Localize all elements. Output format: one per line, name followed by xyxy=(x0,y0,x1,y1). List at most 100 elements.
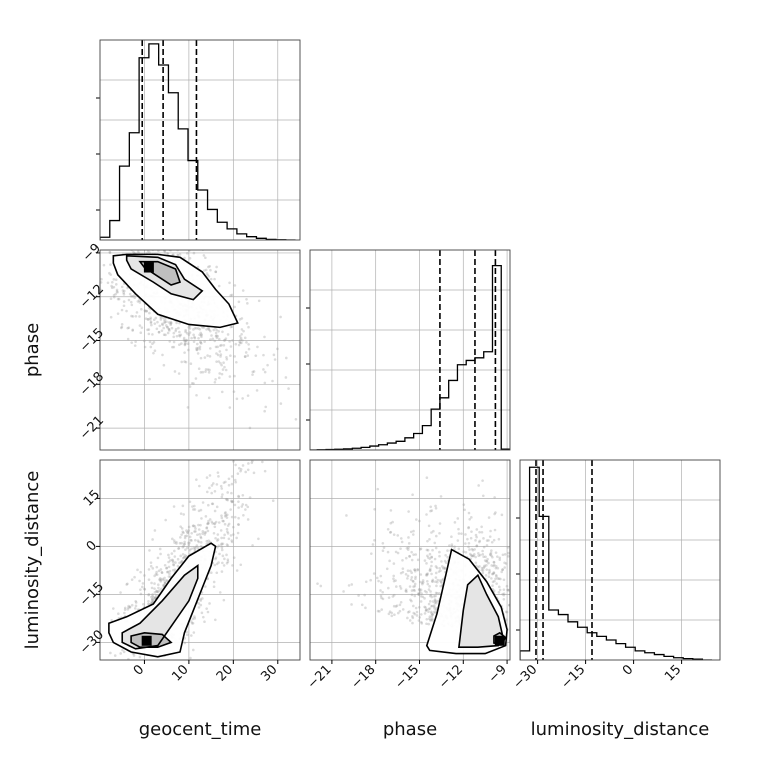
sample-point xyxy=(207,521,210,525)
sample-point xyxy=(188,331,192,334)
sample-point xyxy=(192,328,195,331)
sample-point xyxy=(411,493,414,497)
sample-point xyxy=(160,246,163,249)
sample-point xyxy=(199,356,203,360)
sample-point xyxy=(189,656,192,660)
sample-point xyxy=(414,575,417,579)
sample-point xyxy=(426,554,429,558)
sample-point xyxy=(215,336,219,340)
sample-point xyxy=(163,581,167,584)
sample-point xyxy=(433,541,437,545)
sample-point xyxy=(507,603,510,607)
sample-point xyxy=(142,602,145,606)
sample-point xyxy=(215,483,219,486)
sample-point xyxy=(209,571,213,575)
sample-point xyxy=(263,370,267,374)
sample-point xyxy=(114,283,118,286)
sample-point xyxy=(149,321,153,325)
sample-point xyxy=(410,593,414,597)
sample-point xyxy=(128,605,132,609)
x-tick-label: −12 xyxy=(436,662,466,692)
sample-point xyxy=(183,536,187,540)
sample-point xyxy=(211,337,215,341)
sample-point xyxy=(411,579,415,583)
sample-point xyxy=(136,568,139,572)
sample-point xyxy=(433,557,437,561)
sample-point xyxy=(409,530,413,534)
sample-point xyxy=(138,579,141,583)
sample-point xyxy=(218,591,222,594)
contour-line xyxy=(108,542,217,658)
sample-point xyxy=(195,348,199,352)
sample-point xyxy=(326,467,329,470)
sample-point xyxy=(434,608,438,612)
sample-point xyxy=(205,526,209,529)
sample-point xyxy=(485,539,489,542)
sample-point xyxy=(217,329,220,333)
sample-point xyxy=(188,256,192,260)
sample-point xyxy=(457,532,461,535)
sample-point xyxy=(434,571,438,575)
sample-point xyxy=(130,245,133,248)
sample-point xyxy=(183,534,187,538)
sample-point xyxy=(246,394,250,397)
sample-point xyxy=(135,311,139,314)
sample-point xyxy=(176,564,180,568)
sample-point xyxy=(153,587,156,590)
sample-point xyxy=(395,604,399,607)
sample-point xyxy=(478,539,482,543)
sample-point xyxy=(410,589,414,592)
sample-point xyxy=(264,405,268,409)
sample-point xyxy=(160,329,164,332)
sample-point xyxy=(491,572,495,576)
sample-point xyxy=(119,591,122,594)
sample-point xyxy=(434,506,438,510)
sample-point xyxy=(233,305,236,309)
sample-point xyxy=(188,500,192,504)
sample-point xyxy=(201,501,205,504)
sample-point xyxy=(433,598,437,601)
sample-point xyxy=(244,503,248,507)
sample-point xyxy=(406,574,410,578)
sample-point xyxy=(429,619,432,622)
sample-point xyxy=(193,508,197,511)
sample-point xyxy=(425,548,429,552)
sample-point xyxy=(193,504,196,508)
sample-point xyxy=(516,637,519,640)
sample-point xyxy=(204,368,208,371)
sample-point xyxy=(470,516,473,519)
sample-point xyxy=(151,567,155,570)
sample-point xyxy=(482,555,485,559)
panel-frame xyxy=(99,249,301,451)
sample-point xyxy=(176,254,180,257)
sample-point xyxy=(418,519,421,523)
sample-point xyxy=(391,595,395,598)
sample-point xyxy=(185,534,189,538)
sample-point xyxy=(155,594,158,597)
sample-point xyxy=(396,534,400,537)
sample-point xyxy=(438,522,442,525)
y-tick-label: −15 xyxy=(77,326,107,356)
sample-point xyxy=(186,546,189,550)
sample-point xyxy=(198,484,201,488)
sample-point xyxy=(425,617,429,621)
sample-point xyxy=(271,441,274,444)
sample-point xyxy=(446,549,449,552)
sample-point xyxy=(115,288,119,292)
sample-point xyxy=(434,600,438,603)
sample-point xyxy=(475,544,478,548)
sample-point xyxy=(143,588,147,591)
sample-point xyxy=(168,572,171,576)
sample-point xyxy=(233,374,236,378)
sample-point xyxy=(136,250,140,254)
sample-point xyxy=(122,291,125,295)
sample-point xyxy=(408,555,411,558)
sample-point xyxy=(413,569,417,573)
sample-point xyxy=(243,355,247,358)
sample-point xyxy=(510,630,513,633)
sample-point xyxy=(190,382,194,385)
sample-point xyxy=(157,330,161,334)
sample-point xyxy=(237,300,241,304)
sample-point xyxy=(158,547,162,551)
sample-point xyxy=(144,245,147,248)
